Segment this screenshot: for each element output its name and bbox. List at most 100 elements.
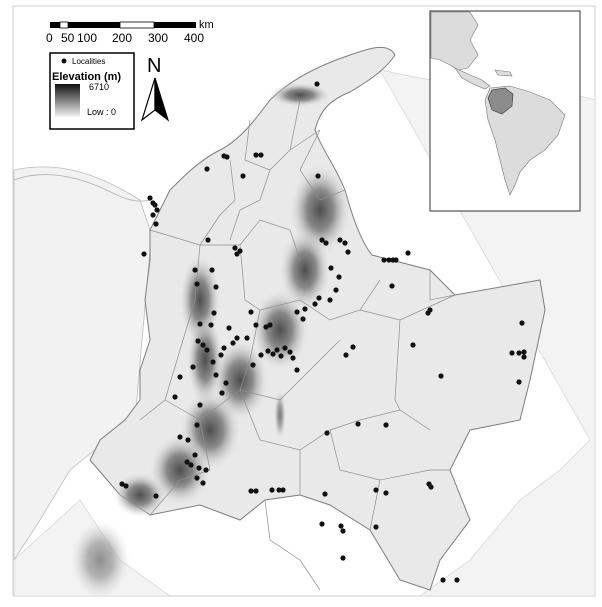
locality-point <box>324 430 330 436</box>
department-borders <box>139 99 456 591</box>
locality-point <box>393 257 399 263</box>
locality-point <box>263 324 269 330</box>
locality-point <box>389 283 395 289</box>
locality-point <box>253 152 259 158</box>
locality-point <box>153 493 159 499</box>
locality-point <box>345 249 351 255</box>
coastline-panama <box>13 174 151 202</box>
locality-point <box>336 274 342 280</box>
locality-point <box>196 465 202 471</box>
locality-point <box>343 352 349 358</box>
neighbor-land <box>13 166 151 562</box>
locality-point <box>521 349 527 355</box>
locality-point <box>350 344 356 350</box>
locality-point <box>287 349 293 355</box>
locality-point <box>276 487 282 493</box>
locality-point <box>322 491 328 497</box>
locality-point <box>253 322 259 328</box>
locality-point <box>327 297 333 303</box>
scale-bar: km 0 50 100 200 300 400 <box>46 19 214 45</box>
locality-point <box>340 555 346 561</box>
locality-point <box>224 154 230 160</box>
locality-point <box>267 322 273 328</box>
locality-point <box>383 422 389 428</box>
locality-point <box>315 173 321 179</box>
locality-point <box>425 310 431 316</box>
locality-point <box>141 251 147 257</box>
locality-point <box>428 484 434 490</box>
locality-point <box>219 390 225 396</box>
north-label: N <box>147 55 161 77</box>
locality-point <box>386 257 392 263</box>
locality-point <box>200 480 206 486</box>
locality-point <box>333 287 339 293</box>
scale-tick-200: 200 <box>112 31 132 45</box>
locality-point <box>302 306 308 312</box>
locality-point <box>294 309 300 315</box>
locality-point <box>323 240 329 246</box>
inset-colombia-highlight <box>487 87 514 115</box>
locality-point <box>290 355 296 361</box>
locality-point <box>226 325 232 331</box>
locality-point <box>516 379 522 385</box>
locality-point <box>282 345 288 351</box>
legend-low-label: Low : 0 <box>87 107 116 117</box>
locality-point <box>192 452 198 458</box>
locality-point <box>278 353 284 359</box>
locality-point <box>519 320 525 326</box>
locality-point <box>405 250 411 256</box>
locality-point <box>454 577 460 583</box>
locality-point <box>147 195 153 201</box>
locality-point <box>280 487 286 493</box>
scale-tick-50: 50 <box>61 31 75 45</box>
locality-point <box>194 422 200 428</box>
locality-point <box>319 237 325 243</box>
locality-point <box>516 350 522 356</box>
locality-point <box>269 487 275 493</box>
locality-point <box>509 350 515 356</box>
locality-point <box>188 462 194 468</box>
locality-point <box>154 207 160 213</box>
locality-point <box>197 321 203 327</box>
localities-layer <box>119 81 527 583</box>
locality-point <box>123 483 129 489</box>
scale-tick-300: 300 <box>148 31 168 45</box>
locality-point <box>410 342 416 348</box>
locality-point <box>153 221 159 227</box>
locality-point <box>194 281 200 287</box>
locality-point <box>373 487 379 493</box>
inset-central-america <box>454 67 491 90</box>
locality-point <box>274 347 280 353</box>
north-arrow-icon: N <box>140 55 170 122</box>
locality-point <box>213 372 219 378</box>
locality-point <box>204 166 210 172</box>
locality-point <box>221 345 227 351</box>
locality-point <box>355 421 361 427</box>
locality-point <box>270 351 276 357</box>
locality-point <box>373 524 379 530</box>
locality-point <box>210 359 216 365</box>
locality-point <box>253 488 259 494</box>
locality-point <box>177 374 183 380</box>
scale-tick-400: 400 <box>184 31 204 45</box>
locality-point <box>265 348 271 354</box>
locality-point <box>340 528 346 534</box>
legend-elevation-title: Elevation (m) <box>52 71 121 83</box>
inset-south-america <box>484 85 566 196</box>
locality-point <box>294 367 300 373</box>
locality-point <box>230 340 236 346</box>
locality-point <box>197 402 203 408</box>
inset-north-america <box>430 11 479 71</box>
locality-point <box>314 81 320 87</box>
locality-point <box>234 335 240 341</box>
inset-map <box>429 10 581 212</box>
locality-point <box>312 301 318 307</box>
locality-dot-icon <box>61 58 67 64</box>
locality-point <box>195 338 201 344</box>
locality-point <box>218 352 224 358</box>
locality-point <box>258 352 264 358</box>
locality-point <box>338 523 344 529</box>
locality-point <box>381 257 387 263</box>
locality-point <box>232 245 238 251</box>
